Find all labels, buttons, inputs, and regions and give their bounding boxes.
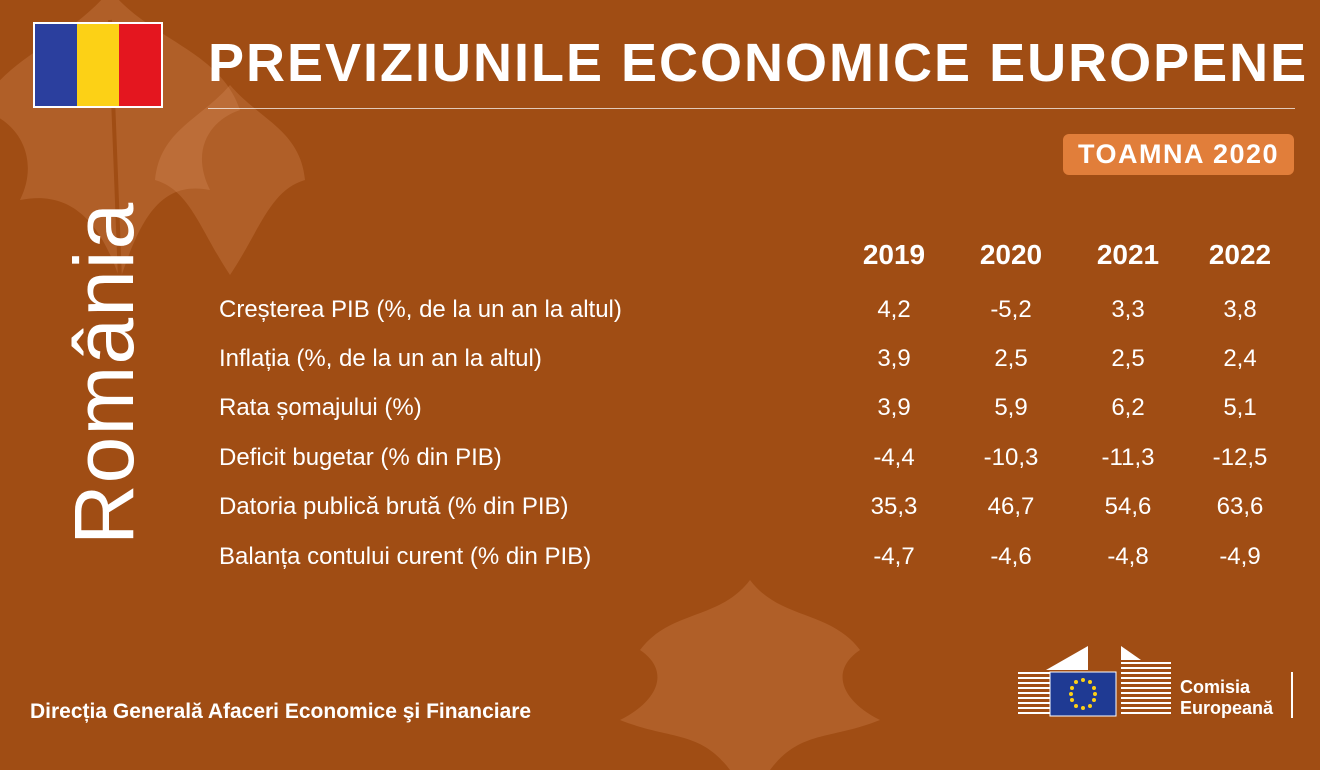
row-label: Inflația (%, de la un an la altul) (219, 345, 542, 372)
year-header: 2021 (1096, 239, 1160, 270)
year-header: 2020 (979, 239, 1043, 270)
row-label: Datoria publică brută (% din PIB) (219, 493, 569, 520)
flag-red-stripe (119, 24, 161, 106)
table-cell: -4,7 (873, 543, 915, 570)
table-cell: 6,2 (1111, 394, 1145, 421)
table-cell: 3,9 (877, 345, 911, 372)
table-cell: -12,5 (1212, 444, 1268, 471)
leaf-decoration-top-right (155, 85, 305, 275)
page-title: PREVIZIUNILE ECONOMICE EUROPENE (208, 33, 1309, 93)
table-cell: -11,3 (1101, 444, 1155, 471)
table-cell: 3,8 (1223, 296, 1257, 323)
row-label: Creșterea PIB (%, de la un an la altul) (219, 296, 622, 323)
year-header-row: 2019 2020 2021 2022 (0, 238, 1320, 272)
title-divider (208, 108, 1295, 109)
commission-logo-line2: Europeană (1180, 698, 1274, 718)
table-cell: -4,8 (1107, 543, 1149, 570)
year-header: 2019 (862, 239, 926, 270)
row-label: Rata șomajului (%) (219, 394, 422, 421)
department-name: Direcția Generală Afaceri Economice şi F… (30, 700, 532, 723)
table-cell: -10,3 (983, 444, 1039, 471)
european-commission-logo-icon (1018, 646, 1171, 717)
commission-logo-line1: Comisia (1180, 677, 1251, 697)
table-cell: 2,5 (1111, 345, 1145, 372)
leaf-decoration-bottom (620, 580, 880, 770)
table-row: Inflația (%, de la un an la altul) 3,9 2… (0, 343, 1320, 375)
table-cell: 63,6 (1216, 493, 1264, 520)
table-row: Creșterea PIB (%, de la un an la altul) … (0, 294, 1320, 326)
table-row: Rata șomajului (%) 3,9 5,9 6,2 5,1 (0, 392, 1320, 424)
table-row: Deficit bugetar (% din PIB) -4,4 -10,3 -… (0, 442, 1320, 474)
table-cell: 54,6 (1104, 493, 1152, 520)
flag-blue-stripe (35, 24, 77, 106)
row-label: Deficit bugetar (% din PIB) (219, 444, 502, 471)
table-cell: 46,7 (987, 493, 1035, 520)
row-label: Balanța contului curent (% din PIB) (219, 543, 592, 570)
romania-flag (33, 22, 163, 108)
table-cell: 2,5 (994, 345, 1028, 372)
table-cell: 35,3 (870, 493, 918, 520)
season-badge: TOAMNA 2020 (1063, 134, 1294, 175)
table-row: Balanța contului curent (% din PIB) -4,7… (0, 541, 1320, 573)
table-row: Datoria publică brută (% din PIB) 35,3 4… (0, 491, 1320, 523)
table-cell: 4,2 (877, 296, 911, 323)
table-cell: 5,9 (994, 394, 1028, 421)
table-cell: 3,3 (1111, 296, 1145, 323)
commission-logo-text: Comisia Europeană (1180, 677, 1273, 719)
logo-divider (1291, 672, 1293, 718)
table-cell: -4,6 (990, 543, 1032, 570)
table-cell: -4,4 (873, 444, 915, 471)
table-cell: -4,9 (1219, 543, 1261, 570)
flag-yellow-stripe (77, 24, 119, 106)
table-cell: 2,4 (1223, 345, 1257, 372)
table-cell: -5,2 (990, 296, 1032, 323)
table-cell: 5,1 (1223, 394, 1257, 421)
table-cell: 3,9 (877, 394, 911, 421)
year-header: 2022 (1208, 239, 1272, 270)
